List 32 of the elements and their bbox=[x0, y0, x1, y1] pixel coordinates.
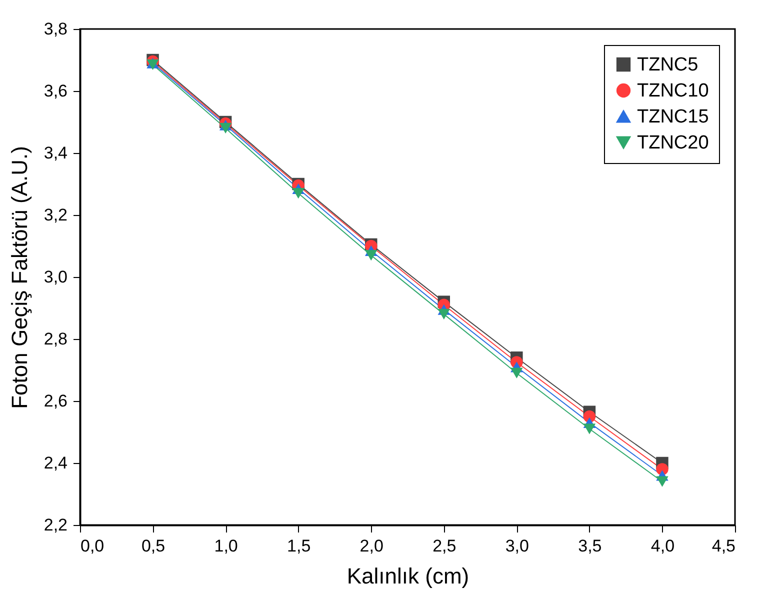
x-axis-title: Kalınlık (cm) bbox=[346, 564, 470, 588]
x-tick-label: 0,5 bbox=[141, 536, 166, 556]
y-tick-label: 2,6 bbox=[44, 392, 68, 410]
x-tick-label: 1,5 bbox=[287, 536, 311, 556]
y-tick-label: 3,0 bbox=[44, 268, 68, 286]
x-tick-label: 1,0 bbox=[214, 536, 238, 556]
y-tick-label: 3,4 bbox=[44, 144, 68, 162]
point bbox=[292, 188, 304, 199]
x-tick-label: 4,0 bbox=[650, 536, 675, 556]
x-tick-label: 2,5 bbox=[432, 536, 456, 556]
point bbox=[583, 424, 596, 434]
x-tick-label: 3,5 bbox=[578, 536, 602, 556]
y-tick-label: 2,8 bbox=[44, 330, 68, 348]
point bbox=[656, 476, 668, 487]
point bbox=[510, 368, 523, 378]
x-tick-label: 3,0 bbox=[505, 536, 529, 556]
y-tick-label: 2,4 bbox=[44, 454, 68, 472]
x-tick-label: 0,0 bbox=[80, 536, 104, 556]
x-tick-label: 2,0 bbox=[360, 536, 384, 556]
legend-label: TZNC15 bbox=[637, 106, 709, 128]
y-tick-label: 2,2 bbox=[44, 516, 68, 534]
legend-label: TZNC5 bbox=[637, 54, 698, 76]
point bbox=[364, 250, 378, 261]
legend-label: TZNC10 bbox=[637, 80, 709, 102]
y-tick-label: 3,2 bbox=[44, 206, 68, 224]
x-tick-label: 4,5 bbox=[712, 536, 736, 556]
y-tick-label: 3,8 bbox=[44, 20, 68, 38]
point bbox=[438, 308, 450, 320]
point bbox=[219, 122, 232, 134]
y-axis-title: Foton Geçiş Faktörü (A.U.) bbox=[6, 146, 32, 409]
y-tick-label: 3,6 bbox=[44, 82, 68, 100]
legend-label: TZNC20 bbox=[637, 132, 709, 154]
